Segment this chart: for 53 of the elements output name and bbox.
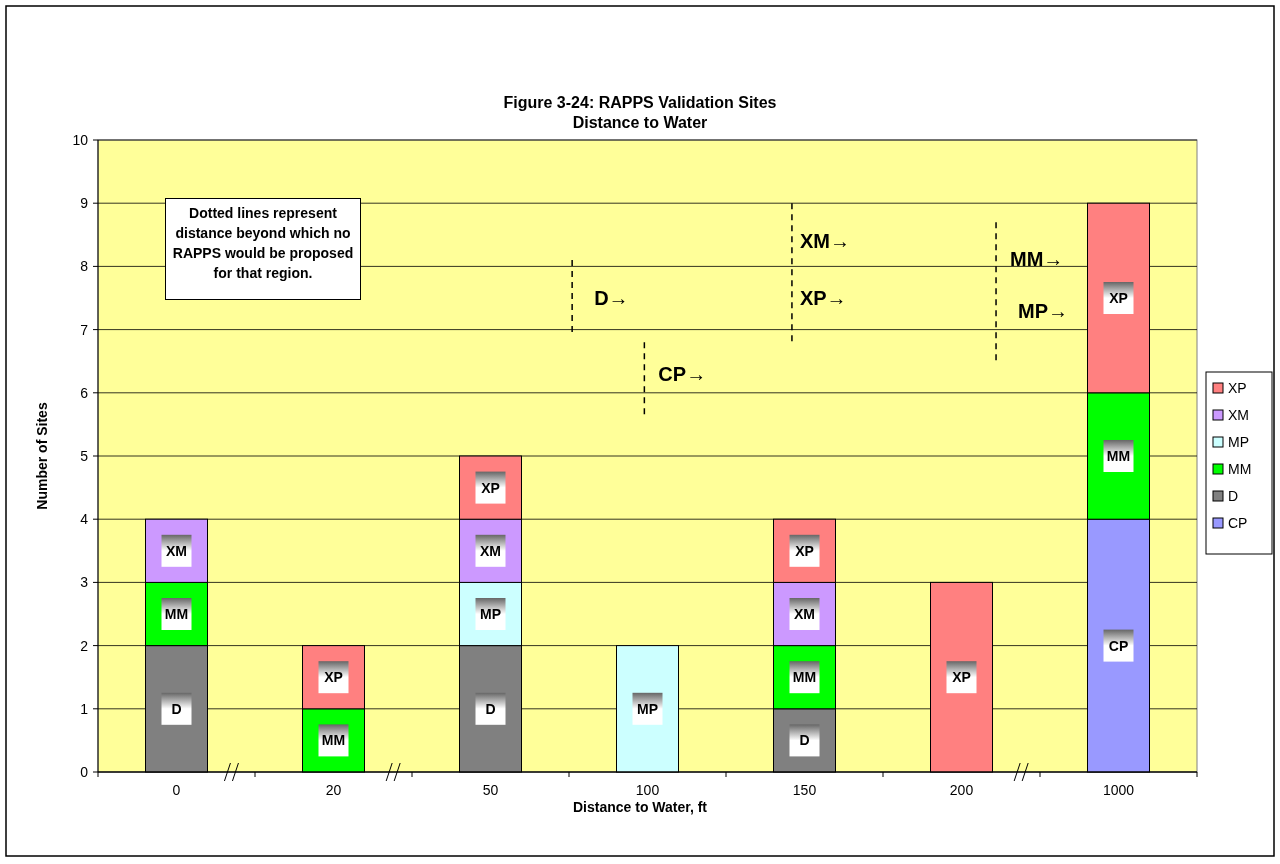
annotation: XP→ xyxy=(799,287,847,309)
x-tick-label: 20 xyxy=(325,782,342,798)
legend-label: XP xyxy=(1228,380,1247,396)
text: XP xyxy=(481,479,500,496)
text: XM xyxy=(794,606,815,622)
text: CP xyxy=(1108,637,1129,654)
text: MM xyxy=(792,669,817,686)
text: D xyxy=(799,732,810,749)
text: MM xyxy=(1106,448,1131,464)
legend-label: CP xyxy=(1228,515,1248,531)
text: D xyxy=(171,700,182,717)
text: MM xyxy=(321,732,346,749)
text: XM xyxy=(166,542,187,559)
annotation: MP→ xyxy=(1018,299,1069,322)
chart-title: Figure 3-24: RAPPS Validation Sites xyxy=(503,94,777,111)
y-tick-label: 2 xyxy=(80,637,89,654)
y-tick-label: 6 xyxy=(80,384,89,401)
legend-label: MP xyxy=(1228,434,1249,450)
x-axis-title: Distance to Water, ft xyxy=(572,799,708,815)
annotation: Dotted lines represent distance beyond which no RAPPS would be proposed for that region. xyxy=(165,198,361,300)
text: XP xyxy=(324,669,343,686)
annotation: D→ xyxy=(594,287,629,309)
y-tick-label: 3 xyxy=(80,574,89,591)
y-tick-label: 10 xyxy=(72,132,89,148)
text: XP xyxy=(795,542,814,559)
y-tick-label: 9 xyxy=(80,195,89,212)
y-tick-label: 0 xyxy=(80,764,89,780)
legend-label: MM xyxy=(1228,461,1252,477)
x-tick-label: 150 xyxy=(792,782,817,798)
text: MM xyxy=(164,606,189,622)
x-tick-label: 200 xyxy=(949,782,974,798)
text: XP xyxy=(952,669,971,686)
x-tick-label: 100 xyxy=(635,782,660,798)
x-tick-label: 1000 xyxy=(1102,782,1135,798)
annotation: CP→ xyxy=(658,362,707,385)
y-axis-title: Number of Sites xyxy=(34,402,50,510)
text: D xyxy=(485,700,496,717)
text: XM xyxy=(480,542,501,559)
y-tick-label: 4 xyxy=(80,511,89,528)
legend-label: D xyxy=(1228,488,1239,504)
chart-subtitle: Distance to Water xyxy=(572,114,708,131)
y-tick-label: 7 xyxy=(80,321,89,338)
legend-label: XM xyxy=(1228,407,1249,423)
annotation: MM→ xyxy=(1010,247,1064,270)
y-tick-label: 5 xyxy=(80,448,89,464)
text: MP xyxy=(637,700,658,717)
x-tick-label: 0 xyxy=(172,782,181,798)
text: XP xyxy=(1109,290,1128,306)
text: MP xyxy=(480,606,501,622)
x-tick-label: 50 xyxy=(482,782,499,798)
y-tick-label: 8 xyxy=(80,258,89,275)
y-tick-label: 1 xyxy=(80,700,89,717)
annotation: XM→ xyxy=(799,230,850,253)
